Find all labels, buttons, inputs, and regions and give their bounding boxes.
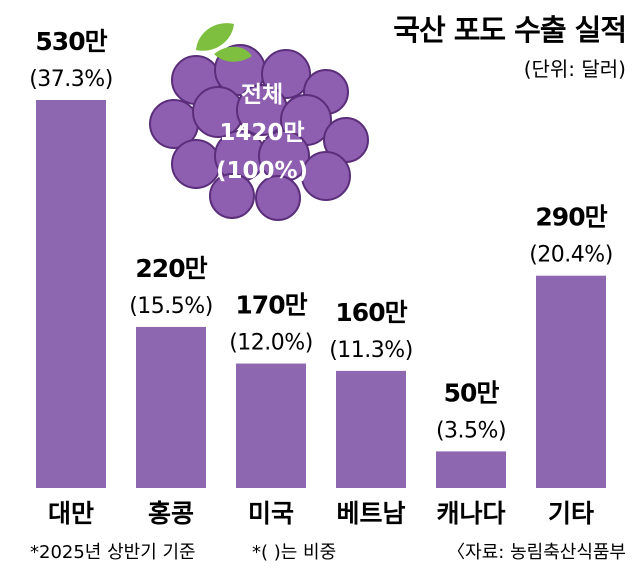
category-label: 미국 xyxy=(248,499,294,528)
value-label: 220만 xyxy=(135,254,207,283)
unit-label: (단위: 달러) xyxy=(524,57,626,81)
bar-미국 xyxy=(236,363,306,488)
footnote-basis: *2025년 상반기 기준 xyxy=(30,542,196,563)
total-value: 1420만 xyxy=(219,120,304,146)
footnote-share: *( )는 비중 xyxy=(252,542,336,563)
total-label: 전체 xyxy=(241,82,283,108)
bar-홍콩 xyxy=(136,326,206,488)
share-label: (20.4%) xyxy=(529,243,613,268)
share-label: (3.5%) xyxy=(436,418,506,443)
share-label: (11.3%) xyxy=(329,338,413,363)
total-share: (100%) xyxy=(216,158,308,184)
grape-berry xyxy=(301,151,351,201)
chart-title: 국산 포도 수출 실적 xyxy=(393,13,626,47)
share-label: (37.3%) xyxy=(29,67,113,92)
share-label: (12.0%) xyxy=(229,331,313,356)
category-label: 기타 xyxy=(548,499,594,528)
value-label: 160만 xyxy=(335,298,407,327)
category-label: 베트남 xyxy=(336,499,405,528)
footnote-source: 〈자료: 농림축산식품부 xyxy=(447,542,626,563)
grape-berry xyxy=(255,175,301,221)
grape-berry xyxy=(209,173,255,219)
bar-베트남 xyxy=(336,370,406,488)
value-label: 290만 xyxy=(535,203,607,232)
bar-캐나다 xyxy=(436,451,506,488)
grape-icon: 전체 1420만 (100%) xyxy=(149,23,369,221)
category-label: 홍콩 xyxy=(148,499,194,528)
value-label: 530만 xyxy=(35,27,107,56)
grape-berry xyxy=(171,139,221,189)
value-label: 50만 xyxy=(444,378,500,407)
leaf-icon xyxy=(196,23,234,51)
value-label: 170만 xyxy=(235,291,307,320)
bar-group: 530만 (37.3%) 대만 220만 (15.5%) 홍콩 170만 (12.0%) 미국 1… xyxy=(29,27,613,528)
grape-berry xyxy=(261,49,311,99)
share-label: (15.5%) xyxy=(129,294,213,319)
bar-기타 xyxy=(536,275,606,488)
category-label: 대만 xyxy=(48,499,94,528)
bar-대만 xyxy=(36,100,106,488)
leaf-icon xyxy=(214,46,252,62)
category-label: 캐나다 xyxy=(436,499,505,528)
